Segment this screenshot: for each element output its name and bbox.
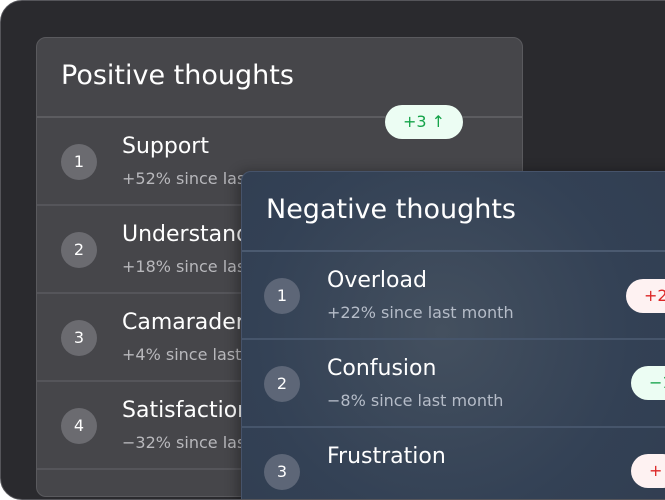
rank-badge: 3 [61, 320, 97, 356]
trend-badge: −1 [631, 366, 665, 400]
rank-badge: 2 [264, 366, 300, 402]
list-item[interactable]: 2 Confusion −8% since last month −1 [242, 340, 665, 428]
rank-badge: 4 [61, 408, 97, 444]
negative-thoughts-card: Negative thoughts 1 Overload +22% since … [241, 171, 665, 499]
trend-badge: + [631, 454, 665, 488]
item-label: Overload [327, 268, 427, 293]
rank-badge: 2 [61, 232, 97, 268]
item-label: Satisfaction [122, 398, 252, 423]
card-title: Positive thoughts [37, 38, 522, 118]
item-label: Confusion [327, 356, 437, 381]
item-label: Camaraderie [122, 310, 265, 335]
item-change: −8% since last month [327, 391, 504, 410]
list-item[interactable]: 1 Support +52% since last month +3 ↑ [37, 105, 522, 206]
rank-badge: 1 [264, 278, 300, 314]
trend-badge: +3 ↑ [385, 105, 464, 139]
trend-badge: +2 [626, 279, 665, 313]
item-change: +22% since last month [327, 303, 514, 322]
card-title: Negative thoughts [242, 172, 665, 252]
item-label: Support [122, 134, 209, 159]
list-item[interactable]: 1 Overload +22% since last month +2 [242, 252, 665, 340]
item-label: Frustration [327, 444, 446, 469]
rank-badge: 3 [264, 454, 300, 490]
rank-badge: 1 [61, 144, 97, 180]
list-item[interactable]: 3 Frustration + [242, 428, 665, 499]
